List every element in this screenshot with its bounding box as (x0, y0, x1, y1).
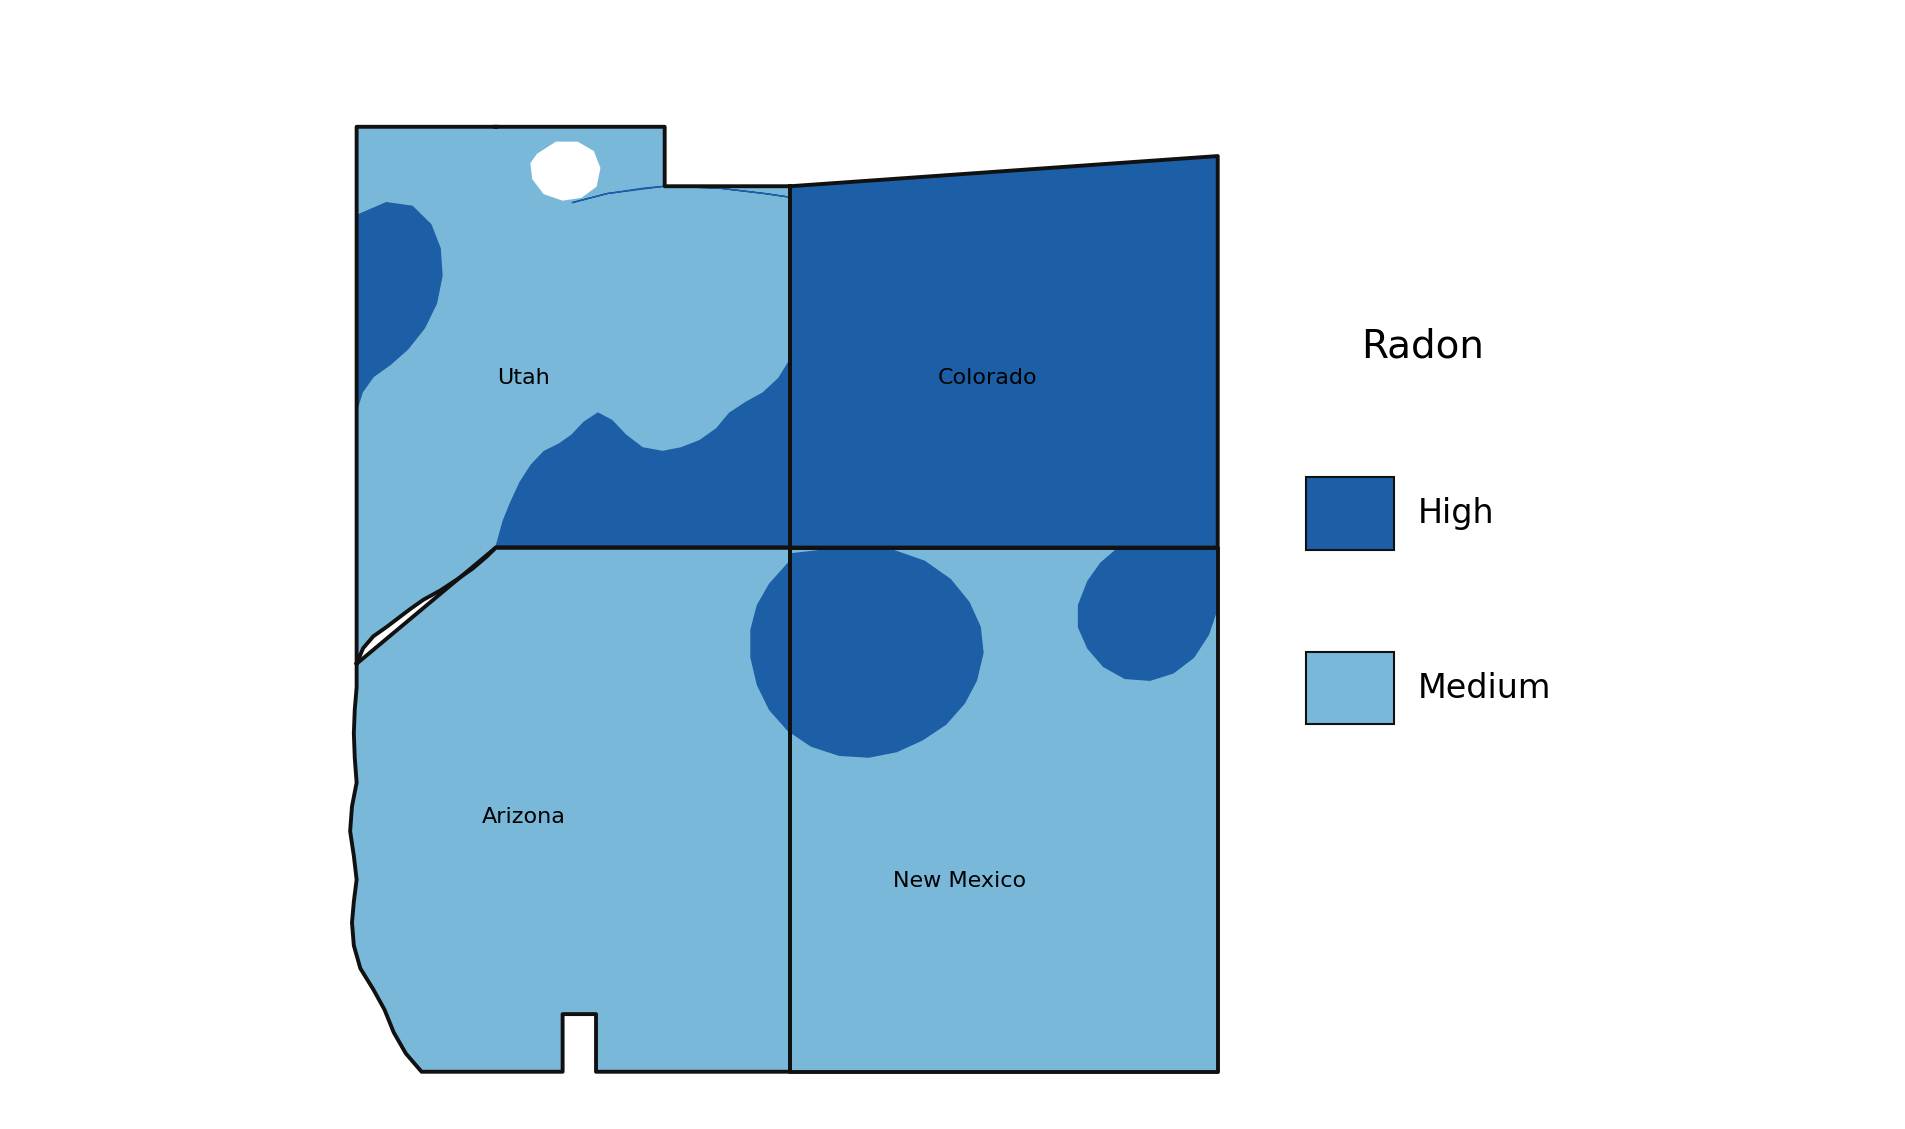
Text: New Mexico: New Mexico (893, 872, 1027, 892)
Polygon shape (1078, 548, 1217, 680)
Polygon shape (495, 186, 791, 548)
Polygon shape (531, 142, 600, 200)
Text: Radon: Radon (1362, 327, 1484, 366)
Polygon shape (356, 203, 442, 410)
Polygon shape (356, 126, 791, 664)
Text: Medium: Medium (1417, 672, 1551, 704)
Text: Colorado: Colorado (937, 368, 1038, 388)
Text: High: High (1417, 497, 1495, 531)
Text: Arizona: Arizona (482, 807, 566, 828)
Polygon shape (791, 156, 1217, 548)
Polygon shape (351, 548, 791, 1071)
Polygon shape (751, 548, 983, 758)
Text: Utah: Utah (497, 368, 551, 388)
Polygon shape (791, 548, 1217, 1071)
FancyBboxPatch shape (1307, 478, 1394, 550)
FancyBboxPatch shape (1307, 651, 1394, 725)
Polygon shape (791, 156, 1217, 548)
